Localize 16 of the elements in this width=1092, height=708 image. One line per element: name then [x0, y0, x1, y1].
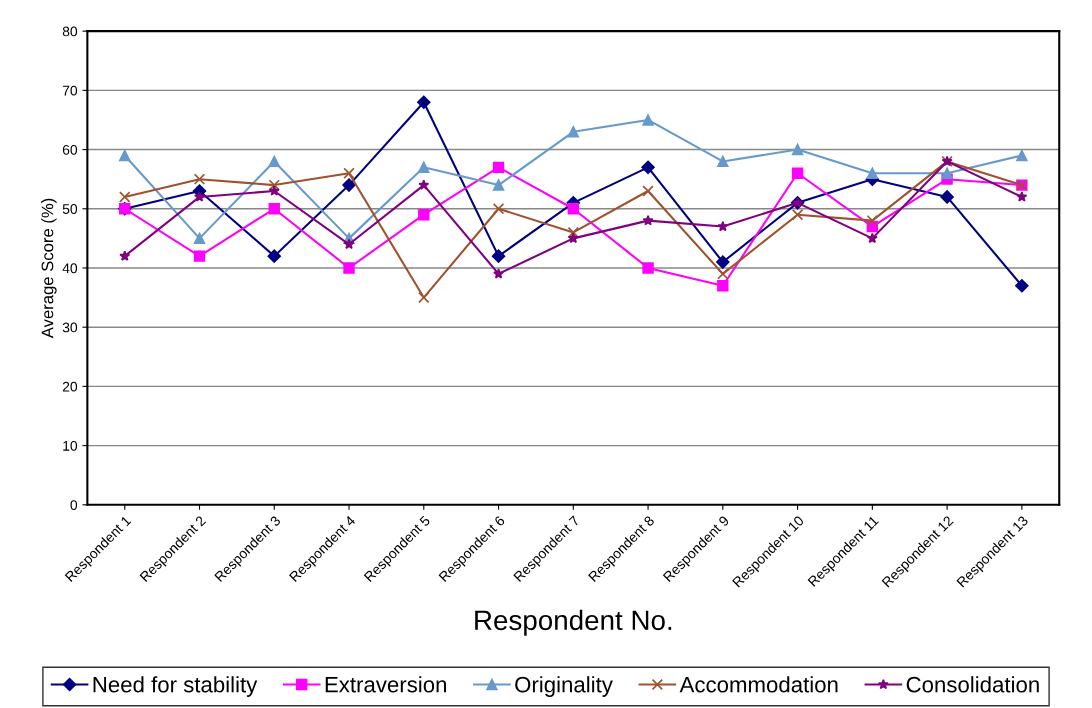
y-tick-label: 30: [62, 322, 78, 333]
y-tick-label: 60: [62, 144, 78, 155]
y-tick-label: 0: [70, 500, 78, 510]
y-tick-label: 50: [62, 204, 78, 214]
y-tick-label: 10: [63, 440, 78, 451]
legend-label: Consolidation: [906, 676, 1039, 693]
y-tick-label: 80: [62, 26, 78, 37]
y-tick-label: 20: [62, 381, 78, 392]
legend-label: Extraversion: [325, 676, 447, 693]
legend-label: Accommodation: [679, 676, 838, 693]
legend-label: Need for stability: [93, 676, 258, 697]
y-tick-label: 70: [62, 85, 78, 96]
y-axis-title: Average Score (%): [41, 198, 57, 339]
y-tick-label: 40: [62, 263, 78, 274]
legend-label: Originality: [515, 676, 613, 697]
x-axis-title: Respondent No.: [475, 609, 672, 636]
